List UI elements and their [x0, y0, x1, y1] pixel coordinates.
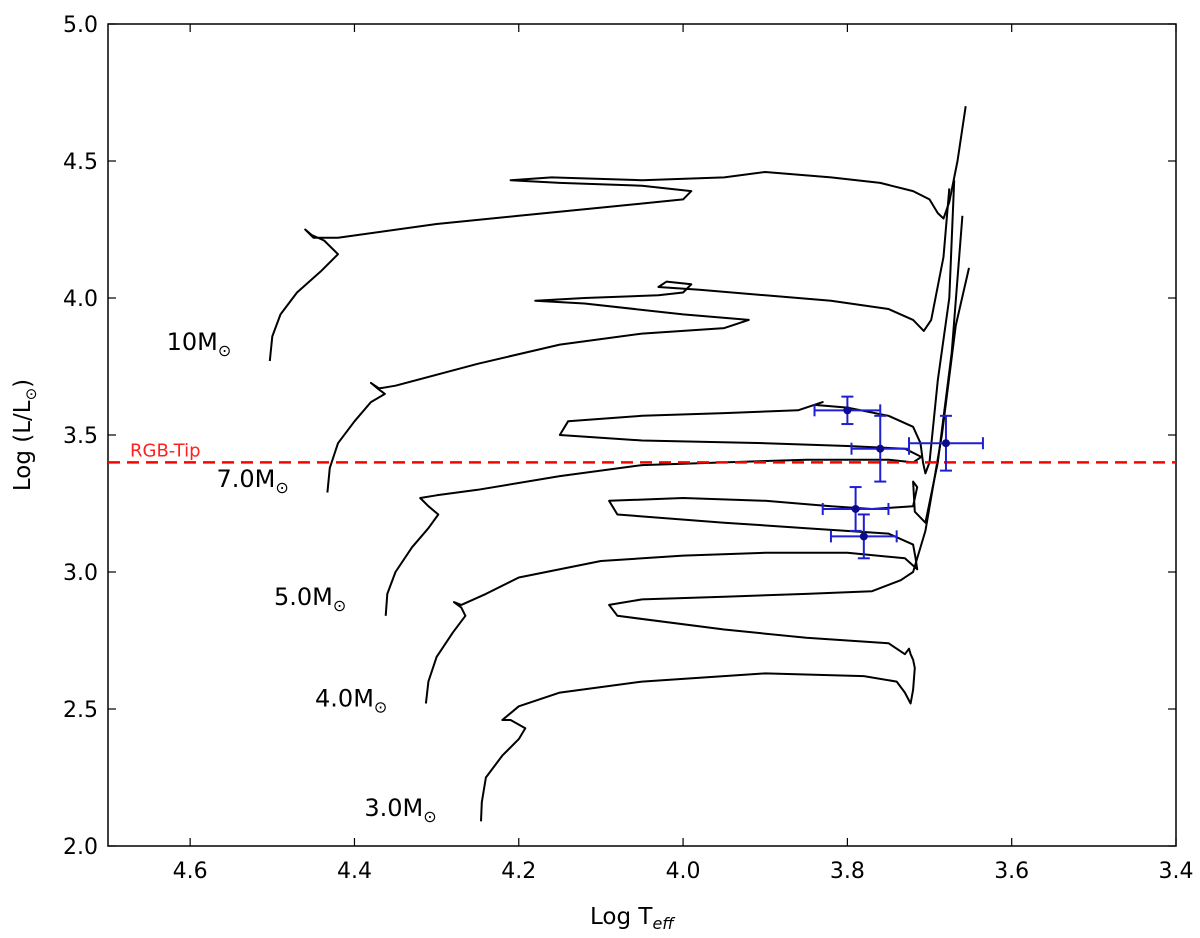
- x-tick-label: 4.0: [666, 859, 701, 884]
- rgb-tip-label: RGB-Tip: [130, 440, 201, 461]
- plot-area: [107, 23, 1177, 847]
- track-labels: 10M⊙7.0M⊙5.0M⊙4.0M⊙3.0M⊙: [167, 328, 437, 826]
- x-axis-label: Log Teff: [590, 904, 676, 933]
- x-tick-label: 3.4: [1159, 859, 1194, 884]
- x-tick-label: 4.4: [337, 859, 372, 884]
- observation-marker: [941, 439, 950, 448]
- y-tick-label: 2.5: [63, 698, 98, 723]
- observation-point: [813, 395, 882, 426]
- y-tick-label: 5.0: [63, 13, 98, 38]
- observation-point: [850, 414, 910, 483]
- y-tick-label: 4.5: [63, 150, 98, 175]
- sun-symbol: ⊙: [423, 807, 436, 826]
- y-tick-label: 2.0: [63, 835, 98, 860]
- x-axis-ticks: 4.6 4.4 4.2 4.0 3.8 3.6 3.4: [173, 24, 1194, 884]
- track-4-0M: [424, 215, 964, 704]
- observation-point: [821, 486, 890, 532]
- rgb-tip-line-group: RGB-Tip: [108, 440, 1176, 464]
- x-tick-label: 3.8: [830, 859, 865, 884]
- sun-symbol: ⊙: [374, 697, 387, 716]
- observation-point: [908, 414, 984, 472]
- sun-symbol: ⊙: [218, 341, 231, 360]
- y-axis-label-close: ): [10, 379, 36, 388]
- sun-symbol: ⊙: [275, 478, 288, 497]
- x-axis-label-subscript: eff: [652, 914, 676, 933]
- y-tick-label: 3.5: [63, 424, 98, 449]
- observation-point: [829, 513, 898, 560]
- x-tick-label: 4.6: [173, 859, 208, 884]
- observation-marker: [843, 406, 852, 415]
- x-tick-label: 4.2: [501, 859, 536, 884]
- observation-marker: [859, 532, 868, 541]
- evolutionary-tracks: [268, 106, 970, 822]
- y-axis-ticks: 2.0 2.5 3.0 3.5 4.0 4.5 5.0: [63, 13, 1176, 860]
- track-7-0M: [326, 188, 951, 493]
- y-axis-label-sun-symbol: ⊙: [22, 388, 40, 401]
- y-tick-label: 3.0: [63, 561, 98, 586]
- track-3-0M: [480, 267, 970, 822]
- sun-symbol: ⊙: [333, 596, 346, 615]
- track-10M: [268, 106, 967, 362]
- track-5-0M: [384, 180, 956, 616]
- observations: [813, 395, 984, 560]
- y-tick-label: 4.0: [63, 287, 98, 312]
- y-axis-label: Log (L/L⊙): [10, 379, 40, 491]
- observation-marker: [876, 444, 885, 453]
- x-tick-label: 3.6: [994, 859, 1029, 884]
- observation-marker: [851, 504, 860, 513]
